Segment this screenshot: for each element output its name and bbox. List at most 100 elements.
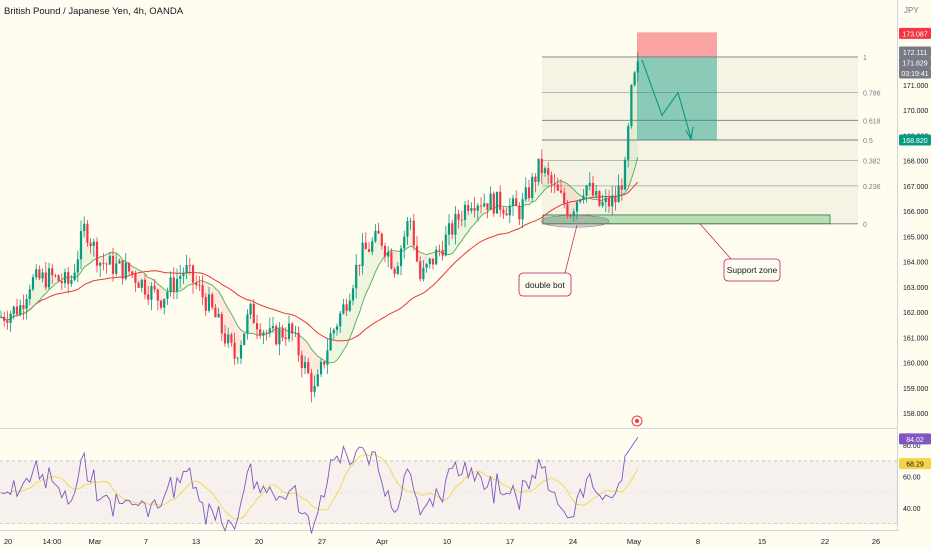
candle-body bbox=[95, 241, 99, 266]
price-tick-label: 167.000 bbox=[903, 184, 928, 191]
candle-body bbox=[0, 316, 3, 318]
cloud-segment bbox=[471, 208, 475, 228]
cloud-segment bbox=[106, 252, 110, 265]
candle-body bbox=[547, 168, 550, 175]
candle-body bbox=[511, 198, 515, 206]
price-tick-label: 171.000 bbox=[903, 83, 928, 90]
cloud-segment bbox=[394, 251, 398, 274]
candle-body bbox=[79, 231, 83, 260]
fib-retracement[interactable]: 1 0.786 0.618 0.5 0.382 0.236 0 bbox=[542, 55, 881, 229]
candle-body bbox=[486, 203, 489, 210]
candle-body bbox=[259, 329, 262, 336]
candle-body bbox=[415, 245, 419, 262]
candle-body bbox=[531, 176, 534, 199]
cloud-segment bbox=[481, 203, 485, 217]
candle-body bbox=[140, 279, 143, 288]
time-tick-label: May bbox=[627, 537, 641, 546]
candle-body bbox=[508, 205, 511, 216]
time-tick-label: 27 bbox=[318, 537, 326, 546]
price-badge-label: 68.29 bbox=[906, 462, 924, 469]
candle-body bbox=[499, 191, 502, 210]
candle-body bbox=[358, 264, 361, 267]
price-tick-label: 165.000 bbox=[903, 234, 928, 241]
rsi-tick-label: 60.00 bbox=[903, 475, 921, 482]
candle-body bbox=[451, 223, 454, 235]
candle-body bbox=[627, 126, 630, 160]
candle-body bbox=[367, 249, 371, 252]
double-bottom-ellipse bbox=[540, 214, 610, 228]
candle-body bbox=[195, 282, 198, 285]
time-tick-label: 20 bbox=[4, 537, 12, 546]
cloud-segment bbox=[333, 326, 337, 363]
candle-body bbox=[227, 334, 230, 344]
cloud-segment bbox=[634, 61, 638, 170]
candle-body bbox=[220, 313, 223, 334]
stop-loss-zone bbox=[637, 32, 717, 57]
support-zone-box[interactable] bbox=[540, 214, 831, 228]
price-tick-label: 164.000 bbox=[903, 260, 928, 267]
candle-body bbox=[111, 255, 115, 274]
price-tick-label: 163.000 bbox=[903, 285, 928, 292]
candle-body bbox=[591, 182, 595, 196]
candle-body bbox=[191, 265, 195, 283]
candle-body bbox=[284, 337, 287, 340]
candle-body bbox=[172, 277, 175, 292]
candle-body bbox=[275, 326, 278, 345]
candle-body bbox=[585, 185, 588, 196]
ma-fast-line bbox=[0, 156, 639, 364]
cloud-segment bbox=[314, 352, 318, 387]
rsi-pane bbox=[0, 437, 898, 534]
candle-body bbox=[457, 213, 460, 220]
take-profit-zone bbox=[637, 56, 717, 141]
candle-body bbox=[316, 374, 319, 387]
candle-body bbox=[294, 332, 297, 334]
candle-body bbox=[185, 265, 188, 274]
rsi-band bbox=[0, 460, 898, 524]
candle-body bbox=[255, 323, 259, 330]
cloud-segment bbox=[580, 195, 584, 200]
candle-body bbox=[287, 323, 291, 340]
price-badge bbox=[899, 134, 931, 146]
cloud-segment bbox=[87, 242, 91, 266]
candle-body bbox=[361, 242, 364, 267]
price-tick-label: 159.000 bbox=[903, 386, 928, 393]
candle-body bbox=[134, 274, 137, 283]
candle-body bbox=[249, 303, 252, 315]
time-tick-label: 17 bbox=[506, 537, 514, 546]
short-position-tool[interactable] bbox=[637, 32, 717, 141]
candle-body bbox=[425, 264, 428, 268]
candle-body bbox=[364, 242, 367, 250]
candle-body bbox=[326, 350, 329, 365]
candle-body bbox=[246, 314, 249, 334]
candle-body bbox=[92, 241, 95, 246]
candle-body bbox=[534, 176, 537, 182]
candle-body bbox=[252, 303, 255, 324]
candle-body bbox=[89, 242, 92, 246]
fib-level-label: 0.786 bbox=[863, 91, 881, 98]
candle-body bbox=[25, 298, 28, 309]
candle-body bbox=[572, 211, 575, 216]
candle-body bbox=[355, 264, 358, 289]
price-tick-label: 168.000 bbox=[903, 159, 928, 166]
cloud-segment bbox=[103, 254, 107, 265]
time-tick-label: 13 bbox=[192, 537, 200, 546]
fib-level-label: 1 bbox=[863, 55, 867, 62]
rsi-tick-label: 80.00 bbox=[903, 443, 921, 450]
candle-body bbox=[127, 262, 131, 272]
annotations[interactable]: double bot Support zone bbox=[518, 223, 781, 427]
cloud-segment bbox=[164, 289, 168, 299]
candle-body bbox=[495, 191, 499, 214]
candle-body bbox=[297, 332, 300, 356]
currency-label: JPY bbox=[904, 6, 919, 15]
price-badge bbox=[899, 67, 931, 79]
candle-body bbox=[268, 328, 271, 334]
candle-body bbox=[147, 294, 150, 300]
candle-body bbox=[233, 342, 236, 359]
candle-body bbox=[335, 326, 339, 330]
candle-body bbox=[470, 208, 473, 211]
candle-body bbox=[428, 258, 431, 265]
time-tick-label: Mar bbox=[89, 537, 102, 546]
cloud-segment bbox=[573, 189, 577, 212]
candle-body bbox=[553, 183, 556, 185]
time-tick-label: 26 bbox=[872, 537, 880, 546]
